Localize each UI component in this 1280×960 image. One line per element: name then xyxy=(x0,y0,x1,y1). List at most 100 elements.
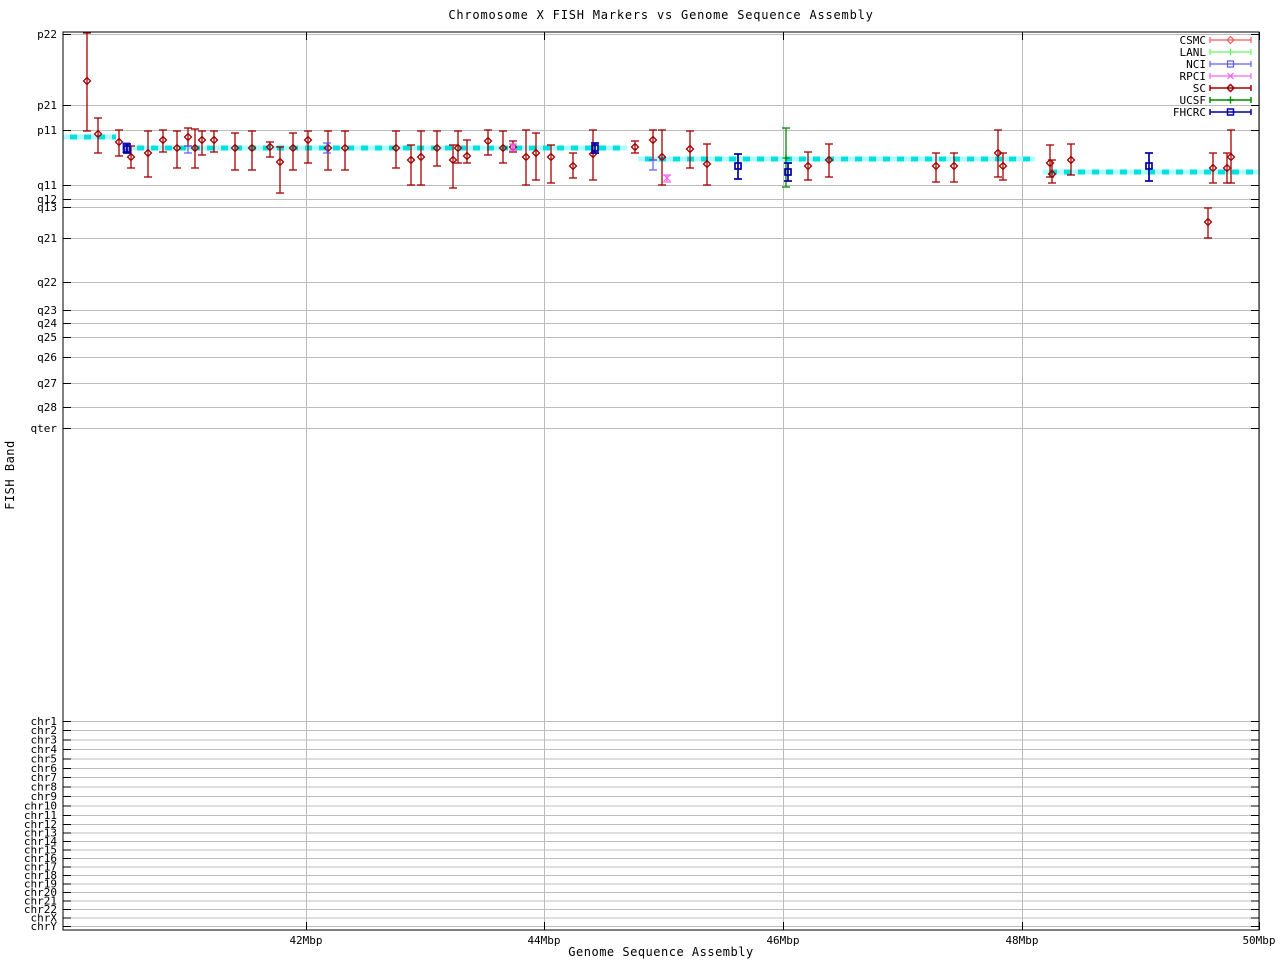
x-tick-label: 44Mbp xyxy=(527,934,560,947)
square-marker xyxy=(734,162,742,170)
square-marker xyxy=(784,168,792,176)
diamond-marker xyxy=(1222,163,1232,173)
diamond-marker xyxy=(998,161,1008,171)
y-tick-label: chr6 xyxy=(31,762,58,775)
axis-ticks xyxy=(63,32,1260,930)
diamond-marker xyxy=(303,135,313,145)
diamond-marker xyxy=(247,143,257,153)
diamond-marker xyxy=(416,152,426,162)
y-tick-label: chr17 xyxy=(24,861,57,874)
diamond-marker xyxy=(391,143,401,153)
diamond-marker xyxy=(406,155,416,165)
legend-item-fhcrc: FHCRC xyxy=(1173,106,1252,119)
cross-marker xyxy=(509,143,517,151)
diamond-marker xyxy=(498,143,508,153)
legend-item-sc: SC xyxy=(1193,82,1252,95)
diamond-marker xyxy=(521,152,531,162)
diamond-marker xyxy=(340,143,350,153)
y-tick-label: chr20 xyxy=(24,886,57,899)
diamond-marker xyxy=(453,143,463,153)
diamond-marker xyxy=(265,142,275,152)
series-rpci xyxy=(509,143,671,183)
square-marker xyxy=(123,145,131,153)
y-tick-label: chr4 xyxy=(31,743,58,756)
diamond-marker xyxy=(949,161,959,171)
x-tick-labels: 42Mbp 44Mbp 46Mbp 48Mbp 50Mbp xyxy=(289,934,1275,947)
square-marker xyxy=(1226,60,1235,68)
diamond-marker xyxy=(803,161,813,171)
diamond-marker xyxy=(546,152,556,162)
legend-label: CSMC xyxy=(1180,34,1207,47)
y-tick-label: q11 xyxy=(37,179,57,192)
y-tick-label: q12 xyxy=(37,193,57,206)
y-tick-label: p11 xyxy=(37,124,57,137)
diamond-marker xyxy=(448,155,458,165)
square-marker xyxy=(591,144,599,152)
diamond-marker xyxy=(114,137,124,147)
y-tick-label: q28 xyxy=(37,401,57,414)
legend-label: SC xyxy=(1193,82,1206,95)
diamond-marker xyxy=(158,135,168,145)
diamond-marker xyxy=(993,148,1003,158)
y-tick-label: q24 xyxy=(37,317,57,330)
diamond-marker xyxy=(1203,217,1213,227)
legend-label: UCSF xyxy=(1180,94,1207,107)
diamond-marker xyxy=(685,144,695,154)
x-tick-label: 50Mbp xyxy=(1242,934,1275,947)
y-tick-label: chr22 xyxy=(24,903,57,916)
series-ucsf xyxy=(782,127,790,188)
series-nci xyxy=(122,142,657,171)
y-tick-label: chr19 xyxy=(24,878,57,891)
y-tick-label: chr13 xyxy=(24,827,57,840)
y-tick-label: q25 xyxy=(37,331,57,344)
legend-item-nci: NCI xyxy=(1186,58,1252,71)
diamond-marker xyxy=(143,148,153,158)
diamond-marker xyxy=(197,135,207,145)
y-tick-label: chr11 xyxy=(24,809,57,822)
diamond-marker xyxy=(82,76,92,86)
x-tick-label: 42Mbp xyxy=(289,934,322,947)
legend-item-lanl: LANL xyxy=(1180,46,1252,59)
cross-marker xyxy=(1227,72,1234,80)
diamond-marker xyxy=(288,143,298,153)
legend-item-ucsf: UCSF xyxy=(1180,94,1252,107)
x-axis-title: Genome Sequence Assembly xyxy=(568,945,753,959)
diamond-marker xyxy=(1208,163,1218,173)
diamond-marker xyxy=(209,135,219,145)
y-tick-label: chr21 xyxy=(24,895,57,908)
y-tick-label: chr10 xyxy=(24,800,57,813)
diamond-marker xyxy=(824,155,834,165)
legend-item-csmc: CSMC xyxy=(1180,34,1252,47)
diamond-marker xyxy=(702,159,712,169)
legend-label: RPCI xyxy=(1180,70,1207,83)
x-tick-label: 48Mbp xyxy=(1005,934,1038,947)
diamond-marker xyxy=(190,143,200,153)
diamond-marker xyxy=(568,161,578,171)
square-marker xyxy=(1226,108,1235,116)
y-tick-label: chr9 xyxy=(31,790,58,803)
y-tick-label: chr15 xyxy=(24,844,57,857)
diamond-marker xyxy=(1226,35,1235,45)
y-tick-label: chr16 xyxy=(24,852,57,865)
y-tick-label: q22 xyxy=(37,276,57,289)
diamond-marker xyxy=(275,157,285,167)
y-tick-label: chr18 xyxy=(24,869,57,882)
x-tick-label: 46Mbp xyxy=(766,934,799,947)
legend-label: LANL xyxy=(1180,46,1207,59)
diamond-marker xyxy=(183,132,193,142)
y-tick-label: chr7 xyxy=(31,771,58,784)
assembly-line xyxy=(63,134,1259,175)
legend-item-rpci: RPCI xyxy=(1180,70,1252,83)
plot-border xyxy=(62,31,1260,931)
y-tick-label: chr5 xyxy=(31,753,58,766)
y-tick-label: p22 xyxy=(37,28,57,41)
diamond-marker xyxy=(1047,169,1057,179)
y-tick-label: chr2 xyxy=(31,724,58,737)
y-tick-label: p21 xyxy=(37,99,57,112)
y-tick-label: chr12 xyxy=(24,818,57,831)
y-tick-label: q23 xyxy=(37,304,57,317)
y-tick-label: q21 xyxy=(37,232,57,245)
y-tick-label: q27 xyxy=(37,377,57,390)
diamond-marker xyxy=(657,152,667,162)
